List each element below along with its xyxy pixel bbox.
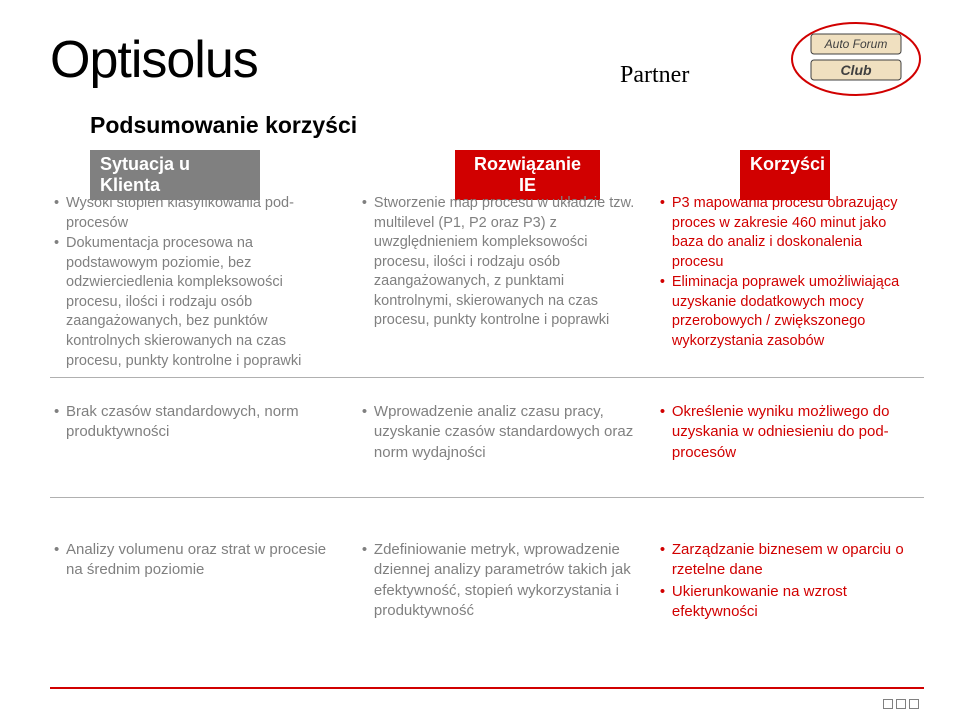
slide-subtitle: Podsumowanie korzyści [90, 112, 357, 139]
list-item: Ukierunkowanie na wzrost efektywności [660, 582, 916, 623]
logo-bottom-text: Club [840, 62, 872, 78]
situation-col: Brak czasów standardowych, norm produkty… [50, 398, 348, 497]
list-item: P3 mapowania procesu obrazujący proces w… [660, 194, 916, 272]
footer-divider [50, 687, 924, 689]
list-item: Dokumentacja procesowa na podstawowym po… [54, 234, 340, 371]
footer-mark [896, 699, 906, 709]
content-row-1: Wysoki stopień klasyfikowania pod-proces… [50, 190, 924, 378]
list-item: Zdefiniowanie metryk, wprowadzenie dzien… [362, 540, 638, 621]
partner-logo: Auto Forum Club [789, 20, 924, 98]
list-item: Wysoki stopień klasyfikowania pod-proces… [54, 194, 340, 233]
benefits-col: Określenie wyniku możliwego do uzyskania… [656, 398, 924, 497]
situation-col: Analizy volumenu oraz strat w procesie n… [50, 536, 348, 656]
list-item: Eliminacja poprawek umożliwiająca uzyska… [660, 273, 916, 351]
benefits-col: P3 mapowania procesu obrazujący proces w… [656, 190, 924, 377]
content-row-2: Brak czasów standardowych, norm produkty… [50, 398, 924, 498]
list-item: Stworzenie map procesu w układzie tzw. m… [362, 194, 638, 331]
footer-mark [883, 699, 893, 709]
footer-mark [909, 699, 919, 709]
situation-col: Wysoki stopień klasyfikowania pod-proces… [50, 190, 348, 377]
list-item: Zarządzanie biznesem w oparciu o rzeteln… [660, 540, 916, 581]
solution-col: Stworzenie map procesu w układzie tzw. m… [358, 190, 646, 377]
list-item: Określenie wyniku możliwego do uzyskania… [660, 402, 916, 463]
page-title: Optisolus [50, 30, 258, 90]
footer-marks [883, 699, 919, 709]
content-row-3: Analizy volumenu oraz strat w procesie n… [50, 536, 924, 656]
solution-col: Zdefiniowanie metryk, wprowadzenie dzien… [358, 536, 646, 656]
solution-col: Wprowadzenie analiz czasu pracy, uzyskan… [358, 398, 646, 497]
list-item: Wprowadzenie analiz czasu pracy, uzyskan… [362, 402, 638, 463]
partner-label: Partner [620, 62, 689, 89]
logo-top-text: Auto Forum [824, 37, 888, 51]
list-item: Brak czasów standardowych, norm produkty… [54, 402, 340, 443]
benefits-col: Zarządzanie biznesem w oparciu o rzeteln… [656, 536, 924, 656]
list-item: Analizy volumenu oraz strat w procesie n… [54, 540, 340, 581]
